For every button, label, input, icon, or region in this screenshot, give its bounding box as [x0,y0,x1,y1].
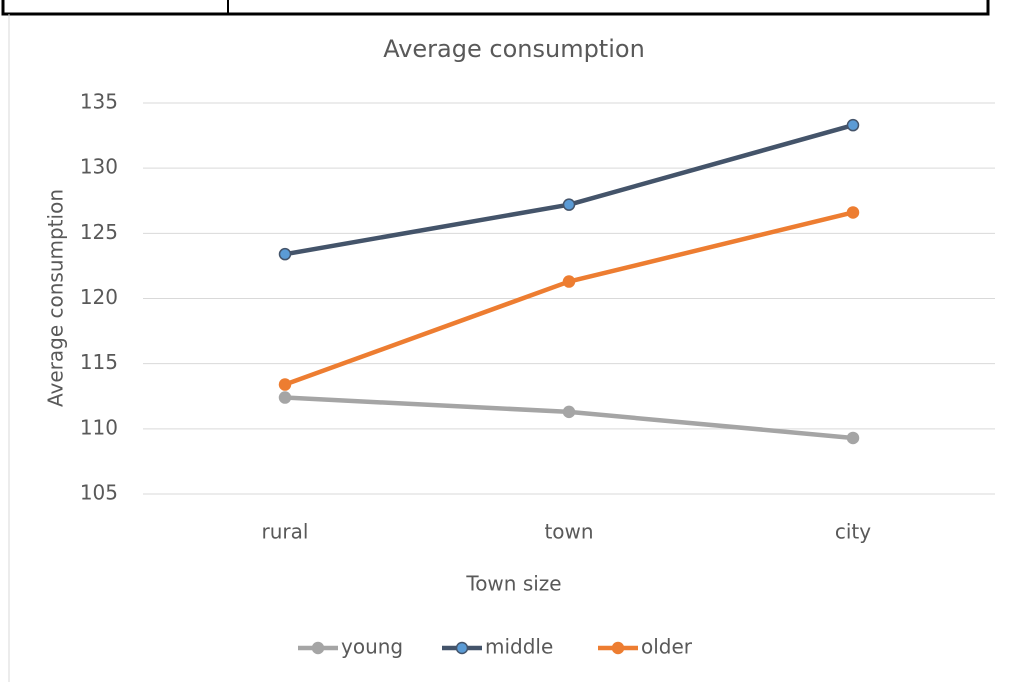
data-point [846,118,860,132]
legend-marker [611,641,625,655]
y-axis-label: Average consumption [44,189,68,407]
x-axis-label: Town size [465,572,561,596]
x-tick-label: city [835,520,871,544]
y-tick-label: 125 [80,220,118,244]
y-tick-label: 115 [80,350,118,374]
data-point [846,206,860,219]
y-tick-label: 130 [80,155,118,179]
data-point [278,378,292,391]
data-point [562,405,576,419]
top-frame [1,0,990,16]
data-point [562,275,576,288]
data-point [846,431,860,445]
y-tick-label: 120 [80,285,118,309]
data-point [278,247,292,261]
x-tick-label: town [544,520,593,544]
legend-label: middle [485,635,553,659]
y-tick-label: 135 [80,90,118,114]
y-tick-label: 110 [80,415,118,439]
chart-title: Average consumption [383,35,645,63]
legend-label: older [641,635,693,659]
legend-marker [311,641,325,655]
y-tick-label: 105 [80,481,118,505]
x-tick-label: rural [262,520,309,544]
legend-marker [455,641,469,655]
data-point [278,391,292,404]
data-point [562,198,576,211]
legend-label: young [341,635,403,659]
